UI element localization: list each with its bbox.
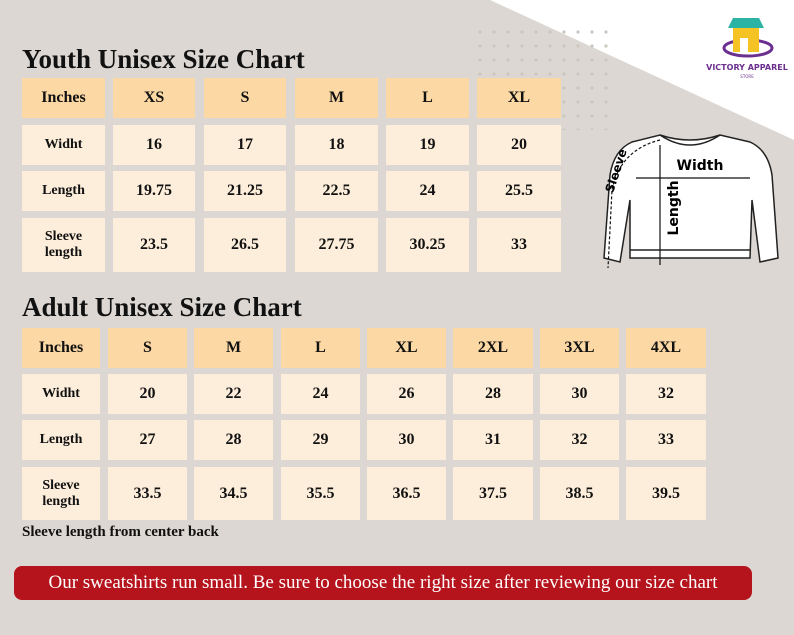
header-cell: M xyxy=(295,78,378,118)
table-cell: 33.5 xyxy=(108,467,187,520)
table-cell: 24 xyxy=(386,171,469,211)
table-cell: Sleeve length xyxy=(22,467,100,520)
sweatshirt xyxy=(603,134,779,263)
table-cell: Widht xyxy=(22,374,100,414)
logo-icon xyxy=(722,18,774,58)
table-cell: 38.5 xyxy=(540,467,619,520)
table-cell: 21.25 xyxy=(204,171,286,211)
adult-title: Adult Unisex Size Chart xyxy=(22,292,302,322)
note: Sleeve length from center back xyxy=(22,524,219,540)
table-cell: 27 xyxy=(108,420,187,460)
header-cell: 3XL xyxy=(540,328,619,368)
table-cell: 32 xyxy=(626,374,706,414)
table-cell: 22.5 xyxy=(295,171,378,211)
table-cell: 31 xyxy=(453,420,533,460)
table-cell: 30 xyxy=(367,420,446,460)
table-cell: 36.5 xyxy=(367,467,446,520)
header-cell: S xyxy=(204,78,286,118)
table-cell: 20 xyxy=(108,374,187,414)
table-cell: 35.5 xyxy=(281,467,360,520)
table-cell: 34.5 xyxy=(194,467,273,520)
table-cell: 22 xyxy=(194,374,273,414)
table-cell: 17 xyxy=(204,125,286,165)
table-cell: 19 xyxy=(386,125,469,165)
header-cell: S xyxy=(108,328,187,368)
table-cell: Length xyxy=(22,171,105,211)
header-cell: Inches xyxy=(22,328,100,368)
header-cell: Inches xyxy=(22,78,105,118)
logo-name: VICTORY APPAREL xyxy=(706,63,788,72)
header-cell: L xyxy=(281,328,360,368)
header-cell: XL xyxy=(367,328,446,368)
table-cell: 24 xyxy=(281,374,360,414)
table-cell: 39.5 xyxy=(626,467,706,520)
table-cell: 37.5 xyxy=(453,467,533,520)
table-cell: 30 xyxy=(540,374,619,414)
table-cell: Length xyxy=(22,420,100,460)
table-cell: Sleeve length xyxy=(22,218,105,272)
table-cell: Widht xyxy=(22,125,105,165)
table-cell: 27.75 xyxy=(295,218,378,272)
length-label: Length xyxy=(666,180,682,235)
table-cell: 32 xyxy=(540,420,619,460)
table-cell: 26 xyxy=(367,374,446,414)
table-cell: 30.25 xyxy=(386,218,469,272)
youth-title: Youth Unisex Size Chart xyxy=(22,44,305,74)
header-cell: XL xyxy=(477,78,561,118)
header-cell: 4XL xyxy=(626,328,706,368)
header-cell: XS xyxy=(113,78,195,118)
table-cell: 28 xyxy=(194,420,273,460)
table-cell: 26.5 xyxy=(204,218,286,272)
logo-sub: STORE xyxy=(740,74,754,79)
table-cell: 25.5 xyxy=(477,171,561,211)
header-cell: L xyxy=(386,78,469,118)
table-cell: 33 xyxy=(626,420,706,460)
table-cell: 16 xyxy=(113,125,195,165)
table-cell: 33 xyxy=(477,218,561,272)
header-cell: 2XL xyxy=(453,328,533,368)
table-cell: 19.75 xyxy=(113,171,195,211)
measure-lines xyxy=(607,139,750,269)
width-label: Width xyxy=(677,158,724,174)
table-cell: 20 xyxy=(477,125,561,165)
table-cell: 28 xyxy=(453,374,533,414)
table-cell: 18 xyxy=(295,125,378,165)
table-cell: 29 xyxy=(281,420,360,460)
header-cell: M xyxy=(194,328,273,368)
table-cell: 23.5 xyxy=(113,218,195,272)
banner: Our sweatshirts run small. Be sure to ch… xyxy=(14,566,752,600)
